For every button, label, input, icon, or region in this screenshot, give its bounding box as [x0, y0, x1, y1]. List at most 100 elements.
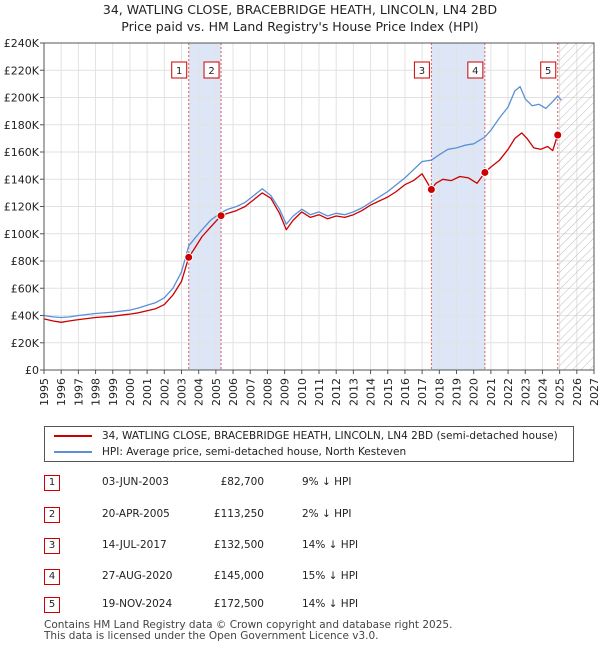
sale-number: 2: [44, 507, 60, 523]
sale-hpi-diff: 15% ↓ HPI: [302, 570, 359, 582]
sale-date: 03-JUN-2003: [102, 476, 169, 488]
sale-point: [426, 184, 436, 194]
hpi-line: [43, 85, 562, 319]
x-tick-label: 2015: [382, 378, 395, 406]
x-tick-label: 2027: [588, 378, 600, 406]
x-tick-label: 2006: [227, 378, 240, 406]
sale-point: [216, 211, 226, 221]
table-row: 2 20-APR-2005 £113,250 2% ↓ HPI: [44, 507, 464, 527]
y-tick-label: £220K: [4, 64, 40, 77]
x-tick-label: 2021: [485, 378, 498, 406]
y-tick-label: £80K: [11, 255, 40, 268]
legend-label-property: 34, WATLING CLOSE, BRACEBRIDGE HEATH, LI…: [102, 430, 558, 442]
sale-price: £113,250: [213, 508, 264, 520]
x-tick-label: 2004: [193, 378, 206, 406]
footer-copyright: Contains HM Land Registry data © Crown c…: [44, 619, 453, 631]
forecast-hatch: [557, 43, 594, 370]
sale-point: [480, 167, 490, 177]
y-tick-label: £100K: [4, 228, 40, 241]
sale-price: £82,700: [220, 476, 264, 488]
x-tick-label: 2014: [365, 378, 378, 406]
y-tick-label: £0: [25, 364, 39, 377]
chart-title: 34, WATLING CLOSE, BRACEBRIDGE HEATH, LI…: [102, 2, 498, 17]
x-tick-label: 2007: [244, 378, 257, 406]
x-tick-label: 2012: [330, 378, 343, 406]
sale-hpi-diff: 14% ↓ HPI: [302, 539, 359, 551]
x-tick-label: 2026: [571, 378, 584, 406]
sale-price: £172,500: [213, 598, 264, 610]
y-tick-label: £60K: [11, 282, 40, 295]
sale-number: 4: [44, 569, 60, 585]
y-tick-label: £180K: [4, 119, 40, 132]
sale-price: £145,000: [213, 570, 264, 582]
table-row: 5 19-NOV-2024 £172,500 14% ↓ HPI: [44, 597, 464, 617]
sale-hpi-diff: 14% ↓ HPI: [302, 598, 359, 610]
x-tick-label: 2001: [141, 378, 154, 406]
x-tick-label: 2022: [502, 378, 515, 406]
footer: Contains HM Land Registry data © Crown c…: [44, 620, 452, 642]
legend-item-property: 34, WATLING CLOSE, BRACEBRIDGE HEATH, LI…: [45, 428, 558, 444]
y-tick-label: £120K: [4, 201, 40, 214]
x-tick-label: 2018: [433, 378, 446, 406]
y-tick-label: £140K: [4, 173, 40, 186]
sale-point: [184, 252, 194, 262]
y-tick-label: £40K: [11, 310, 40, 323]
sale-price: £132,500: [213, 539, 264, 551]
x-tick-label: 2009: [279, 378, 292, 406]
x-tick-label: 2025: [554, 378, 567, 406]
x-tick-label: 2005: [210, 378, 223, 406]
x-tick-label: 2008: [261, 378, 274, 406]
table-row: 4 27-AUG-2020 £145,000 15% ↓ HPI: [44, 569, 464, 589]
x-tick-label: 2024: [536, 378, 549, 406]
x-tick-label: 2003: [176, 378, 189, 406]
sale-label-box: [540, 61, 557, 79]
y-tick-label: £20K: [11, 337, 40, 350]
sale-date: 20-APR-2005: [102, 508, 170, 520]
sale-hpi-diff: 9% ↓ HPI: [302, 476, 352, 488]
price-chart: 1 2 3 4 5 £0 £20K £40K £60K £80K £100K £120K £140K £…: [4, 37, 600, 406]
sale-label: 1: [176, 66, 182, 77]
sale-label-box: [171, 61, 188, 79]
x-tick-label: 2002: [158, 378, 171, 406]
chart-legend: 34, WATLING CLOSE, BRACEBRIDGE HEATH, LI…: [44, 426, 574, 462]
sale-label-box: [467, 61, 484, 79]
x-tick-label: 1997: [72, 378, 85, 406]
sale-label: 3: [419, 66, 425, 77]
x-tick-label: 2011: [313, 378, 326, 406]
x-tick-label: 2016: [399, 378, 412, 406]
x-tick-label: 2023: [519, 378, 532, 406]
sale-number: 5: [44, 597, 60, 613]
sale-date: 27-AUG-2020: [102, 570, 173, 582]
x-tick-label: 2019: [451, 378, 464, 406]
x-tick-label: 1996: [55, 378, 68, 406]
sale-number: 3: [44, 538, 60, 554]
chart-subtitle: Price paid vs. HM Land Registry's House …: [121, 19, 479, 34]
table-row: 3 14-JUL-2017 £132,500 14% ↓ HPI: [44, 538, 464, 558]
x-tick-label: 1998: [90, 378, 103, 406]
sale-point: [553, 130, 563, 140]
sale-date: 19-NOV-2024: [102, 598, 173, 610]
y-tick-label: £240K: [4, 37, 40, 50]
legend-label-hpi: HPI: Average price, semi-detached house,…: [102, 446, 407, 458]
property-price-line: [43, 132, 562, 323]
x-tick-label: 2010: [296, 378, 309, 406]
x-tick-label: 2000: [124, 378, 137, 406]
table-row: 1 03-JUN-2003 £82,700 9% ↓ HPI: [44, 475, 464, 495]
sale-label-box: [203, 61, 220, 79]
sale-label-box: [413, 61, 430, 79]
legend-item-hpi: HPI: Average price, semi-detached house,…: [45, 444, 406, 460]
sale-number: 1: [44, 475, 60, 491]
sale-label: 2: [208, 66, 214, 77]
x-tick-label: 1995: [38, 378, 51, 406]
sale-label: 4: [472, 66, 478, 77]
x-tick-label: 1999: [107, 378, 120, 406]
legend-swatch-hpi: [54, 451, 92, 453]
sale-label: 5: [545, 66, 551, 77]
y-tick-label: £160K: [4, 146, 40, 159]
footer-licence: This data is licensed under the Open Gov…: [44, 630, 379, 642]
legend-swatch-property: [54, 435, 92, 437]
x-tick-label: 2013: [347, 378, 360, 406]
sale-date: 14-JUL-2017: [102, 539, 167, 551]
y-tick-label: £200K: [4, 92, 40, 105]
x-tick-label: 2017: [416, 378, 429, 406]
